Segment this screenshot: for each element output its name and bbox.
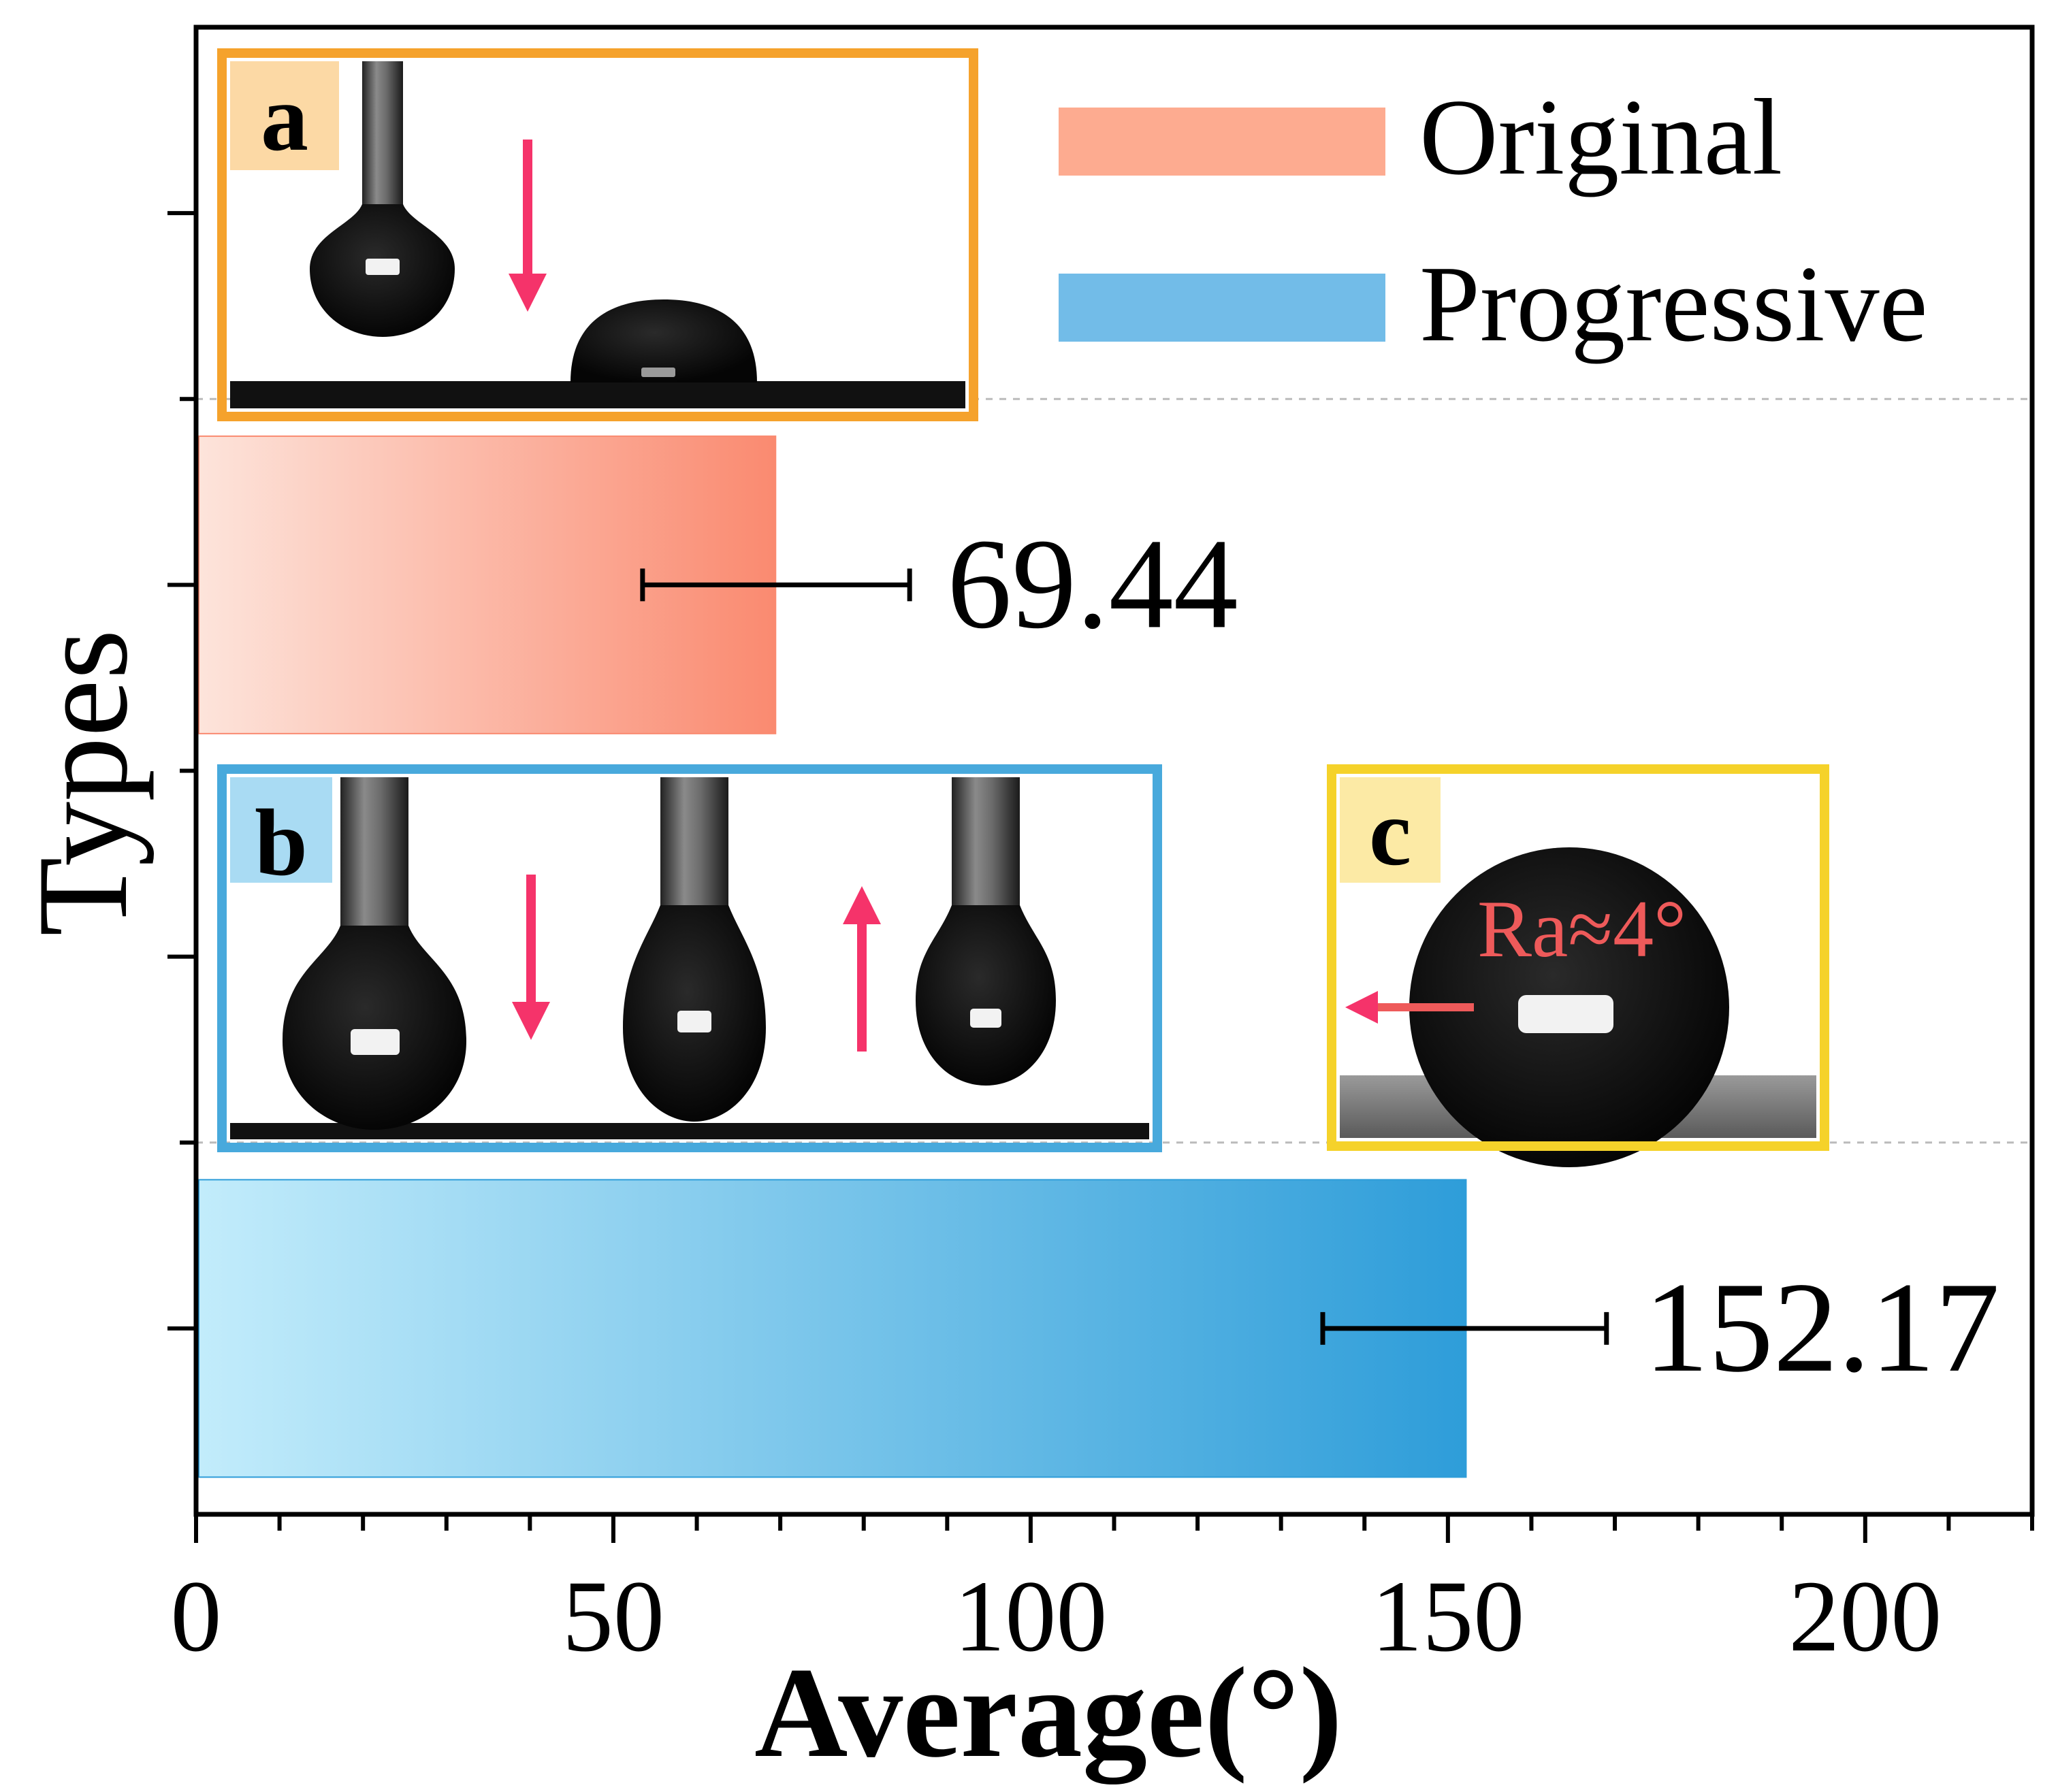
bar-progressive <box>198 1179 1467 1478</box>
x-axis-title: Average(°) <box>754 1642 1342 1785</box>
x-tick-label: 150 <box>1371 1560 1524 1673</box>
inset-b-drop-1 <box>283 926 466 1130</box>
inset-b-needle-2 <box>660 777 728 913</box>
inset-panel-b: b <box>217 764 1162 1152</box>
inset-panel-a: a <box>217 48 978 421</box>
inset-a-label: a <box>261 65 308 171</box>
inset-b-drop-3 <box>916 905 1056 1086</box>
inset-a-sessile-drop <box>570 299 757 382</box>
inset-c-label: c <box>1369 780 1411 885</box>
value-label-original: 69.44 <box>947 512 1238 655</box>
x-tick-label: 50 <box>562 1560 664 1673</box>
x-tick-label: 0 <box>171 1560 222 1673</box>
legend: Original Progressive <box>1059 76 1928 364</box>
x-tick-label: 100 <box>954 1560 1107 1673</box>
bars: 69.44 152.17 <box>198 435 2000 1478</box>
legend-swatch-progressive <box>1059 274 1385 342</box>
value-label-progressive: 152.17 <box>1644 1256 2000 1399</box>
inset-panel-c: Ra≈4° c <box>1327 764 1829 1167</box>
inset-c-frame <box>1327 764 1829 1151</box>
x-tick-label: 200 <box>1788 1560 1942 1673</box>
inset-c-annotation: Ra≈4° <box>1477 883 1686 974</box>
legend-label-original: Original <box>1419 76 1782 197</box>
inset-a-frame <box>217 48 978 421</box>
inset-a-stage <box>230 381 965 408</box>
inset-b-frame <box>217 764 1162 1152</box>
y-axis-title: Types <box>12 629 155 936</box>
axes: 0 50 100 150 200 <box>167 25 2035 1673</box>
legend-label-progressive: Progressive <box>1419 243 1928 364</box>
legend-swatch-original <box>1059 108 1385 176</box>
inset-b-needle-1 <box>340 777 408 941</box>
inset-a-needle <box>362 61 403 218</box>
inset-b-label: b <box>255 790 308 896</box>
inset-b-needle-3 <box>952 777 1020 913</box>
